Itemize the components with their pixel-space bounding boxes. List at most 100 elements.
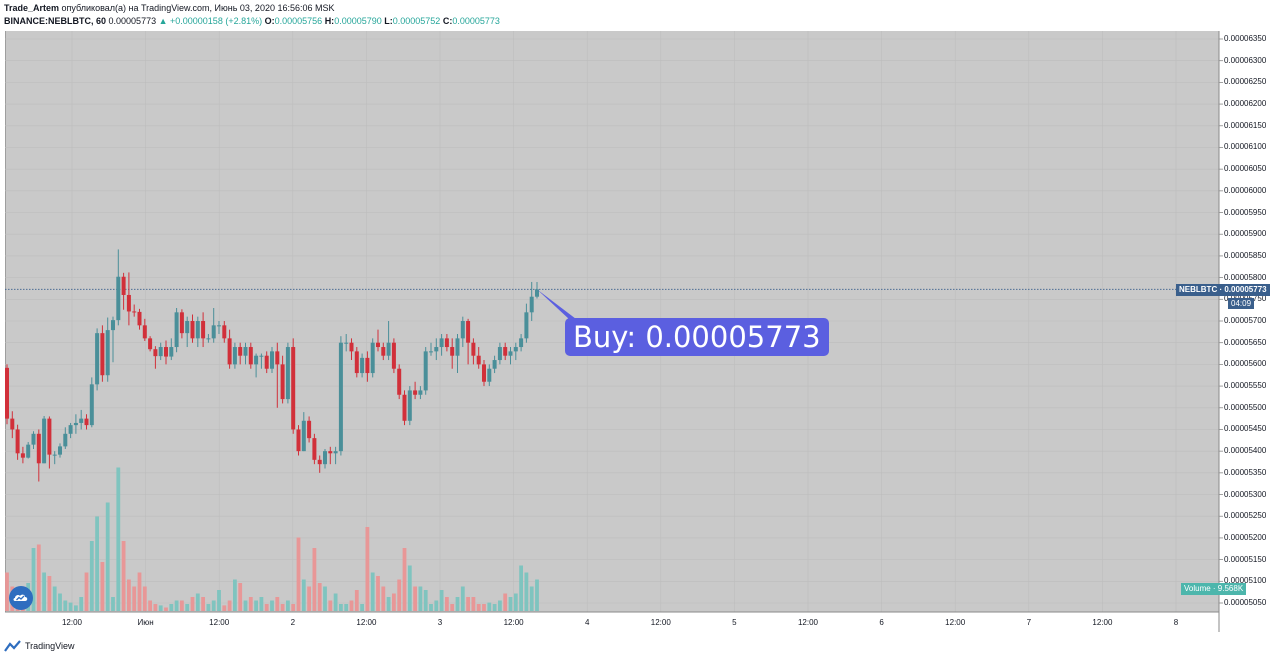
volume-bar bbox=[434, 600, 439, 611]
volume-bar bbox=[233, 579, 237, 611]
volume-bar bbox=[100, 562, 105, 611]
volume-bar bbox=[79, 597, 84, 611]
candle-body bbox=[126, 294, 131, 312]
candle-body bbox=[254, 355, 259, 365]
candle-body bbox=[455, 338, 460, 356]
footer-brand[interactable]: TradingView bbox=[4, 640, 75, 652]
volume-bar bbox=[95, 516, 99, 611]
volume-bar bbox=[450, 604, 455, 611]
volume-bar bbox=[376, 576, 380, 611]
low-value: 0.00005752 bbox=[392, 16, 441, 26]
candle-body bbox=[312, 438, 317, 460]
candle-body bbox=[15, 429, 20, 454]
volume-bar bbox=[47, 576, 52, 611]
volume-bar bbox=[370, 572, 375, 611]
candle-body bbox=[307, 420, 312, 439]
candle-body bbox=[31, 433, 36, 445]
volume-bar bbox=[259, 597, 264, 611]
candle-body bbox=[360, 357, 365, 374]
volume-bar bbox=[42, 572, 46, 611]
volume-bar bbox=[36, 544, 41, 611]
candle-body bbox=[333, 451, 338, 454]
author-name[interactable]: Trade_Artem bbox=[4, 3, 60, 13]
volume-bar bbox=[105, 502, 110, 611]
volume-bar bbox=[381, 586, 386, 611]
volume-bar bbox=[365, 527, 370, 611]
y-tick-label: 0.00005600 bbox=[1224, 359, 1267, 369]
candle-body bbox=[344, 342, 349, 344]
volume-bar bbox=[492, 604, 497, 611]
candle-body bbox=[232, 347, 237, 365]
candle-body bbox=[487, 368, 492, 382]
volume-bar bbox=[487, 602, 492, 611]
y-tick-label: 0.00005950 bbox=[1224, 207, 1267, 217]
x-tick-label: 6 bbox=[879, 618, 884, 627]
volume-bar bbox=[254, 600, 258, 611]
volume-bar bbox=[286, 600, 290, 611]
close-label: C: bbox=[442, 16, 453, 26]
volume-bar bbox=[280, 604, 285, 611]
volume-bar bbox=[466, 597, 470, 611]
volume-bar bbox=[344, 604, 349, 611]
volume-bar bbox=[529, 586, 534, 611]
chart-header: Trade_Artem опубликовал(а) на TradingVie… bbox=[4, 2, 500, 28]
candle-body bbox=[132, 311, 137, 313]
volume-bar bbox=[476, 604, 481, 611]
candle-body bbox=[227, 338, 232, 365]
volume-bar bbox=[360, 604, 364, 611]
candle-body bbox=[423, 351, 428, 391]
volume-bar bbox=[238, 583, 243, 611]
volume-bar bbox=[127, 579, 131, 611]
volume-bar bbox=[482, 604, 486, 611]
candle-body bbox=[137, 311, 142, 326]
candle-body bbox=[111, 320, 115, 331]
x-tick-label: 8 bbox=[1173, 618, 1179, 627]
candle-body bbox=[503, 347, 508, 356]
volume-bar bbox=[142, 586, 147, 611]
y-tick-label: 0.00006350 bbox=[1224, 34, 1267, 43]
candle-body bbox=[36, 433, 41, 464]
x-tick-label: 2 bbox=[290, 618, 296, 627]
volume-bar bbox=[418, 586, 423, 611]
candle-body bbox=[201, 321, 206, 339]
buy-callout[interactable]: Buy: 0.00005773 bbox=[565, 318, 829, 356]
candle-body bbox=[259, 355, 264, 357]
candle-body bbox=[52, 454, 57, 456]
volume-bar bbox=[460, 586, 465, 611]
candle-body bbox=[370, 342, 375, 374]
candle-body bbox=[429, 351, 433, 353]
volume-bar bbox=[243, 600, 248, 611]
x-tick-label: 7 bbox=[1026, 618, 1032, 627]
candle-body bbox=[105, 330, 110, 376]
candle-body bbox=[270, 351, 274, 369]
volume-bar bbox=[132, 586, 137, 611]
candle-body bbox=[529, 296, 534, 313]
tradingview-logo-icon bbox=[4, 640, 21, 652]
y-tick-label: 0.00006000 bbox=[1224, 185, 1267, 195]
volume-bar bbox=[513, 593, 518, 611]
x-tick-label: 12:00 bbox=[61, 618, 83, 627]
candle-body bbox=[174, 312, 179, 348]
candle-body bbox=[63, 433, 68, 447]
symbol-label[interactable]: BINANCE:NEBLBTC, 60 bbox=[4, 16, 107, 26]
volume-bar bbox=[201, 597, 205, 611]
y-tick-label: 0.00005850 bbox=[1224, 250, 1267, 260]
candle-body bbox=[508, 351, 513, 356]
price-change: ▲ +0.00000158 (+2.81%) bbox=[158, 16, 263, 26]
volume-bar bbox=[180, 600, 184, 611]
volume-bar bbox=[397, 579, 402, 611]
x-tick-label: 12:00 bbox=[503, 618, 524, 627]
candle-body bbox=[73, 422, 78, 426]
tradingview-cloud-icon[interactable] bbox=[9, 586, 33, 610]
volume-bar bbox=[471, 597, 476, 611]
x-tick-label: 12:00 bbox=[945, 618, 966, 627]
candle-body bbox=[121, 276, 126, 295]
candle-body bbox=[95, 333, 100, 385]
volume-bar bbox=[519, 565, 523, 611]
volume-bar bbox=[31, 548, 36, 611]
open-label: O: bbox=[264, 16, 275, 26]
volume-bar bbox=[148, 600, 152, 611]
candle-body bbox=[248, 347, 253, 365]
candle-body bbox=[323, 451, 327, 465]
